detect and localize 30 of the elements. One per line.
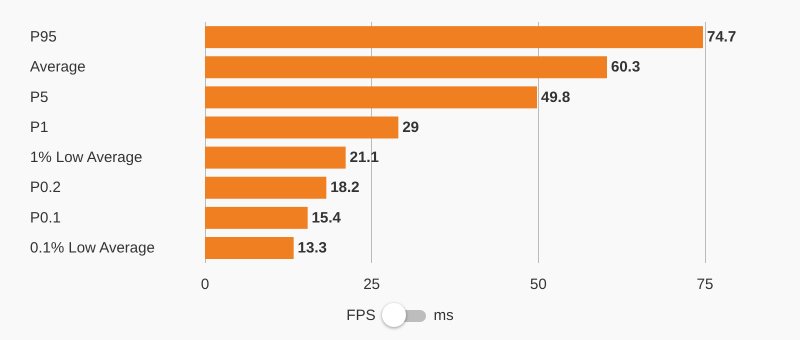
bar: [205, 176, 326, 199]
bar: [205, 146, 346, 169]
x-tick-label: 75: [696, 276, 714, 293]
bar: [205, 56, 607, 78]
data-label: 74.7: [707, 28, 736, 46]
x-tick-label: 50: [530, 276, 547, 293]
data-label: 18.2: [330, 179, 360, 196]
bar: [205, 116, 398, 138]
data-label: 60.3: [611, 58, 640, 76]
y-tick-label: Average: [30, 58, 86, 76]
y-tick-label: P0.1: [30, 209, 61, 226]
data-label: 21.1: [350, 149, 379, 166]
text: FPS: [346, 306, 376, 324]
x-tick-label: 0: [200, 276, 210, 293]
y-tick-label: 1% Low Average: [30, 149, 142, 166]
data-label: 49.8: [541, 88, 570, 106]
y-tick-label: P5: [30, 88, 48, 106]
y-tick-label: P1: [30, 118, 48, 136]
bar: [205, 206, 308, 229]
y-tick-label: P95: [30, 28, 57, 46]
data-label: 15.4: [312, 209, 342, 226]
data-label: 29: [402, 118, 420, 136]
bar: [205, 26, 703, 48]
x-tick-label: 25: [363, 276, 380, 293]
text: ms: [434, 306, 454, 324]
bar: [205, 86, 537, 108]
bar: [205, 236, 294, 259]
y-tick-label: P0.2: [30, 179, 61, 196]
data-label: 13.3: [298, 239, 327, 256]
y-tick-label: 0.1% Low Average: [30, 239, 155, 256]
